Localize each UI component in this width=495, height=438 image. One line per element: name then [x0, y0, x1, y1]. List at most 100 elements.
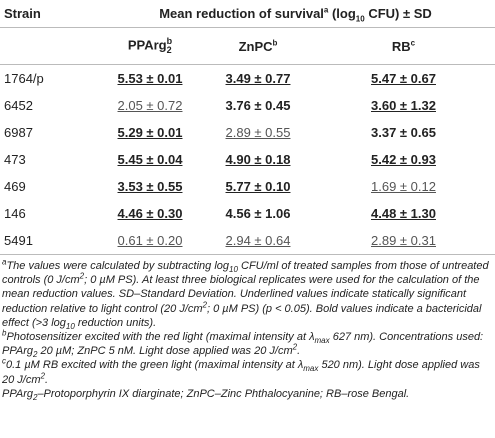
table-row: 6987 5.29 ± 0.01 2.89 ± 0.55 3.37 ± 0.65: [0, 119, 495, 146]
value-cell: 5.47 ± 0.67: [312, 65, 495, 93]
strain-cell: 146: [4, 206, 26, 221]
subscript: max: [303, 364, 319, 374]
value-cell: 3.53 ± 0.55: [96, 173, 204, 200]
subscript: max: [314, 336, 330, 346]
text: ZnPC: [238, 38, 273, 54]
text: reduction units).: [74, 316, 157, 329]
text: ; 0 µM PS). At least three biological re…: [2, 274, 480, 315]
footnote-mark: c: [2, 356, 6, 366]
value-cell: 2.05 ± 0.72: [96, 92, 204, 119]
value: 2.05 ± 0.72: [117, 98, 183, 113]
strain-cell: 6987: [4, 125, 33, 140]
value-cell: 1.69 ± 0.12: [312, 173, 495, 200]
value: 3.37 ± 0.65: [371, 125, 436, 140]
table-row: 146 4.46 ± 0.30 4.56 ± 1.06 4.48 ± 1.30: [0, 200, 495, 227]
subscript: 10: [355, 14, 365, 24]
value-cell: 2.94 ± 0.64: [204, 227, 312, 255]
value: 5.42 ± 0.93: [371, 152, 436, 167]
strain-cell: 6452: [4, 98, 33, 113]
superscript: b: [272, 38, 278, 48]
superscript: c: [410, 38, 416, 48]
value: 5.29 ± 0.01: [117, 125, 183, 140]
text: .: [44, 373, 49, 386]
subscript: 2: [166, 45, 172, 55]
value: 5.47 ± 0.67: [371, 71, 436, 86]
text: Mean reduction of survival: [159, 6, 324, 21]
strain-cell: 1764/p: [4, 71, 44, 86]
value: 3.49 ± 0.77: [225, 71, 291, 86]
strain-cell: 473: [4, 152, 26, 167]
text: 0.1 µM RB excited with the green light (…: [6, 359, 304, 372]
superscript: 2: [40, 370, 45, 380]
value-cell: 4.46 ± 0.30: [96, 200, 204, 227]
text: PPArg: [2, 387, 33, 400]
footnote-mark: a: [2, 257, 7, 267]
subscript: 2: [32, 350, 38, 360]
text: CFU/ml of treated samples from those of …: [2, 260, 489, 287]
text: The values were calculated by subtractin…: [6, 260, 230, 272]
superscript: b: [166, 36, 173, 46]
text: 20 µM; ZnPC 5 nM. Light dose applied was…: [37, 345, 293, 358]
strain-header: Strain: [0, 0, 96, 28]
value: 4.46 ± 0.30: [117, 206, 183, 221]
value: 4.48 ± 1.30: [371, 206, 436, 221]
column-header: ZnPCb: [204, 27, 312, 65]
value-cell: 2.89 ± 0.55: [204, 119, 312, 146]
value-cell: 3.37 ± 0.65: [312, 119, 495, 146]
table-row: 469 3.53 ± 0.55 5.77 ± 0.10 1.69 ± 0.12: [0, 173, 495, 200]
group-header: Mean reduction of survivala (log10 CFU) …: [96, 0, 495, 28]
text: (log: [328, 6, 356, 21]
subscript: 10: [65, 322, 75, 331]
value: 0.61 ± 0.20: [117, 233, 183, 248]
value: 5.53 ± 0.01: [117, 71, 183, 86]
results-table: Strain Mean reduction of survivala (log1…: [0, 0, 495, 255]
superscript: 2: [292, 342, 298, 352]
value-cell: 2.89 ± 0.31: [312, 227, 495, 255]
value-cell: 5.53 ± 0.01: [96, 65, 204, 93]
footnote: PPArg2–Protoporphyrin IX diarginate; ZnP…: [2, 387, 493, 402]
value: 1.69 ± 0.12: [371, 179, 436, 194]
column-header: PPArg b 2: [96, 27, 204, 65]
value: 3.60 ± 1.32: [371, 98, 436, 113]
table-row: 473 5.45 ± 0.04 4.90 ± 0.18 5.42 ± 0.93: [0, 146, 495, 173]
text: 520 nm). Light dose applied was 20 J/cm: [2, 359, 480, 386]
text: 627 nm). Concentrations used: PPArg: [2, 331, 484, 358]
text: ; 0 µM PS) (p < 0.05). Bold values indic…: [2, 302, 482, 329]
column-header: RBc: [312, 27, 495, 65]
text: CFU) ± SD: [364, 6, 432, 21]
table-row: 5491 0.61 ± 0.20 2.94 ± 0.64 2.89 ± 0.31: [0, 227, 495, 255]
header-row: Strain Mean reduction of survivala (log1…: [0, 0, 495, 28]
value: 4.56 ± 1.06: [225, 206, 291, 221]
value: 5.45 ± 0.04: [117, 152, 183, 167]
superscript: 2: [202, 299, 207, 309]
value-cell: 0.61 ± 0.20: [96, 227, 204, 255]
footnote: c0.1 µM RB excited with the green light …: [2, 356, 493, 386]
value-cell: 3.49 ± 0.77: [204, 65, 312, 93]
subscript: 10: [229, 265, 238, 275]
table-row: 1764/p 5.53 ± 0.01 3.49 ± 0.77 5.47 ± 0.67: [0, 65, 495, 93]
text: Photosensitizer excited with the red lig…: [6, 331, 315, 344]
text: –Protoporphyrin IX diarginate; ZnPC–Zinc…: [37, 387, 410, 400]
text: RB: [391, 38, 411, 54]
footnote: aThe values were calculated by subtracti…: [2, 257, 493, 331]
value: 3.53 ± 0.55: [117, 179, 183, 194]
value: 2.94 ± 0.64: [225, 233, 291, 248]
value-cell: 4.56 ± 1.06: [204, 200, 312, 227]
footnote: bPhotosensitizer excited with the red li…: [2, 328, 493, 360]
text: PPArg: [127, 37, 167, 53]
value-cell: 5.42 ± 0.93: [312, 146, 495, 173]
empty-cell: [0, 27, 96, 65]
strain-cell: 5491: [0, 227, 96, 255]
superscript: 2: [79, 271, 85, 281]
value-cell: 5.29 ± 0.01: [96, 119, 204, 146]
strain-cell: 469: [4, 179, 26, 194]
value-cell: 4.90 ± 0.18: [204, 146, 312, 173]
value: 5.77 ± 0.10: [225, 179, 291, 194]
footnotes: aThe values were calculated by subtracti…: [0, 255, 495, 402]
footnote-mark: a: [323, 5, 329, 15]
text: .: [297, 345, 301, 358]
footnote-mark: b: [2, 328, 7, 338]
table-row: 6452 2.05 ± 0.72 3.76 ± 0.45 3.60 ± 1.32: [0, 92, 495, 119]
